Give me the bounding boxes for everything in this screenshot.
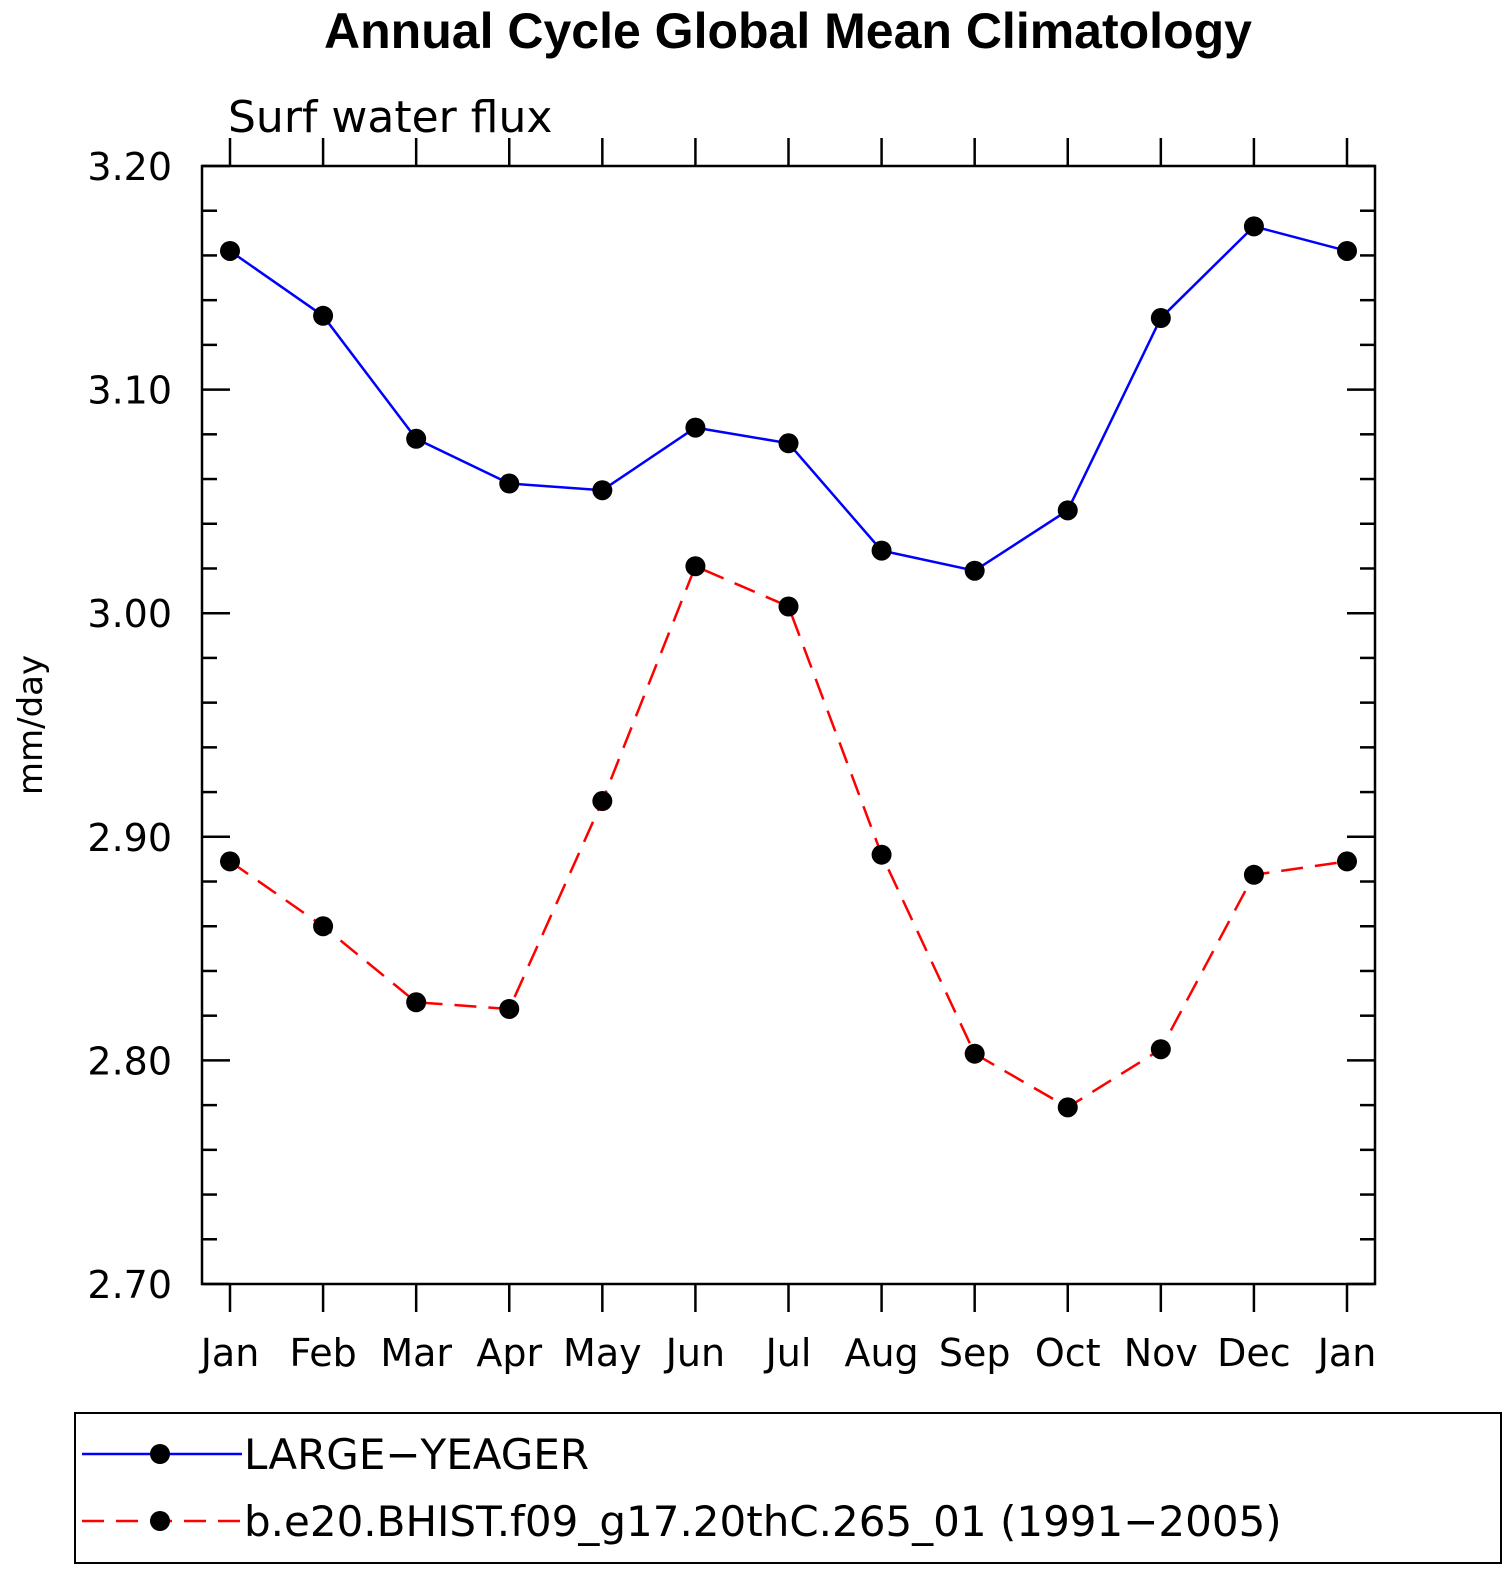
data-point xyxy=(220,851,240,872)
y-tick-label: 3.00 xyxy=(87,592,172,636)
chart-subtitle: Surf water flux xyxy=(228,92,552,143)
legend-box xyxy=(74,1412,1502,1564)
data-point xyxy=(1057,1097,1078,1118)
data-point xyxy=(964,1043,985,1064)
y-tick-label: 2.80 xyxy=(87,1039,172,1083)
series-line xyxy=(229,564,1348,1109)
x-tick-label: Mar xyxy=(380,1331,452,1375)
x-tick-label: Jan xyxy=(1316,1331,1377,1375)
y-tick-label: 2.90 xyxy=(87,816,172,860)
x-axis-ticks: Jan Feb Mar Apr May Jun Jul Aug Sep Oct Nov Dec Jan xyxy=(199,138,1377,1375)
y-tick-label: 3.20 xyxy=(87,145,172,189)
data-point xyxy=(871,540,892,561)
data-point xyxy=(313,916,334,937)
series-line xyxy=(229,224,1348,573)
data-point xyxy=(1057,500,1078,521)
data-point xyxy=(1243,864,1264,885)
plot-border xyxy=(200,164,1377,1286)
plot-frame xyxy=(200,164,1377,1286)
data-point xyxy=(778,433,799,454)
data-point xyxy=(499,473,520,494)
legend-label-1: LARGE−YEAGER xyxy=(244,1430,589,1479)
data-point xyxy=(220,240,240,261)
data-point xyxy=(871,844,892,865)
series-1 xyxy=(220,216,1357,581)
x-tick-label: Feb xyxy=(289,1331,356,1375)
data-point xyxy=(406,428,427,449)
data-point xyxy=(592,791,613,812)
data-point xyxy=(592,480,613,501)
data-point xyxy=(1337,240,1357,261)
x-tick-label: Jun xyxy=(664,1331,725,1375)
y-axis-ticks: 2.70 2.80 2.90 3.00 3.10 3.20 xyxy=(87,145,1375,1307)
data-point xyxy=(499,998,520,1019)
data-point xyxy=(964,560,985,581)
y-tick-label: 2.70 xyxy=(87,1263,172,1307)
data-point xyxy=(313,305,334,326)
x-tick-label: Nov xyxy=(1124,1331,1198,1375)
data-point xyxy=(1337,851,1357,872)
chart-title: Annual Cycle Global Mean Climatology xyxy=(324,3,1252,59)
y-tick-label: 3.10 xyxy=(87,369,172,413)
legend-marker-1 xyxy=(150,1444,170,1464)
x-tick-label: Oct xyxy=(1035,1331,1101,1375)
x-tick-label: Sep xyxy=(939,1331,1011,1375)
data-point xyxy=(685,556,706,577)
data-point xyxy=(778,596,799,617)
legend-label-2: b.e20.BHIST.f09_g17.20thC.265_01 (1991−2… xyxy=(244,1497,1282,1546)
series-layer xyxy=(220,216,1357,1118)
x-tick-label: Dec xyxy=(1217,1331,1291,1375)
data-point xyxy=(1150,1039,1171,1060)
data-point xyxy=(1243,216,1264,237)
x-tick-label: Apr xyxy=(476,1331,542,1375)
data-point xyxy=(1150,308,1171,329)
data-point xyxy=(406,992,427,1013)
x-tick-label: Aug xyxy=(844,1331,918,1375)
x-tick-label: Jan xyxy=(199,1331,260,1375)
series-2 xyxy=(220,556,1357,1118)
x-tick-label: May xyxy=(563,1331,642,1375)
data-point xyxy=(685,417,706,438)
y-axis-label: mm/day xyxy=(11,655,51,795)
x-tick-label: Jul xyxy=(764,1331,812,1375)
legend-marker-2 xyxy=(150,1511,170,1531)
legend: LARGE−YEAGER b.e20.BHIST.f09_g17.20thC.26… xyxy=(74,1412,1502,1564)
